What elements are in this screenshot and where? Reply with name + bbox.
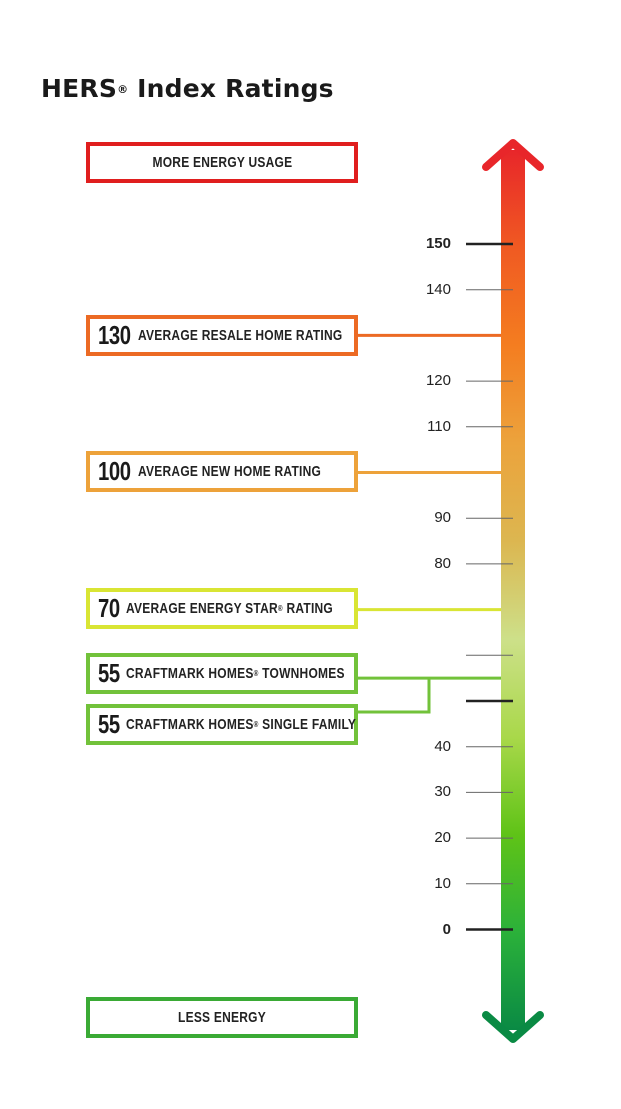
rating-label: AVERAGE RESALE HOME RATING [138, 327, 343, 344]
arrow-down-head [482, 1011, 544, 1043]
rating-box-average-resale-home: 130 AVERAGE RESALE HOME RATING [86, 315, 358, 356]
scale-tick-label: 90 [434, 509, 451, 527]
scale-tick-label: 110 [427, 417, 451, 435]
rating-label-rest: TOWNHOMES [258, 665, 345, 682]
connector-single-family [358, 678, 431, 714]
registered-mark: ® [253, 669, 259, 678]
rating-box-craftmark-single-family: 55 CRAFTMARK HOMES® SINGLE FAMILY [86, 704, 358, 745]
more-energy-usage-box: MORE ENERGY USAGE [86, 142, 358, 183]
rating-label-text: CRAFTMARK HOMES [125, 716, 254, 733]
more-energy-usage-label: MORE ENERGY USAGE [152, 154, 292, 171]
rating-label-text: CRAFTMARK HOMES [125, 665, 254, 682]
scale-tick-label: 30 [434, 783, 451, 801]
rating-label: AVERAGE NEW HOME RATING [138, 463, 322, 480]
rating-value: 55 [98, 709, 120, 739]
scale-tick-label: 120 [425, 372, 451, 390]
registered-mark: ® [277, 604, 283, 613]
title-registered-mark: ® [117, 83, 129, 96]
title-text: HERS [41, 74, 118, 103]
registered-mark: ® [253, 720, 259, 729]
rating-label-rest: RATING [282, 600, 333, 617]
rating-value: 55 [98, 658, 120, 688]
rating-label: CRAFTMARK HOMES® SINGLE FAMILY [126, 716, 356, 733]
less-energy-label: LESS ENERGY [178, 1009, 266, 1026]
scale-tick-label: 0 [442, 920, 451, 938]
rating-label: CRAFTMARK HOMES® TOWNHOMES [126, 665, 345, 682]
rating-label-rest: SINGLE FAMILY [258, 716, 357, 733]
scale-arrow-shaft [501, 150, 525, 1030]
page-title: HERS® Index Ratings [41, 74, 334, 103]
rating-box-average-new-home: 100 AVERAGE NEW HOME RATING [86, 451, 358, 492]
rating-box-average-energy-star: 70 AVERAGE ENERGY STAR® RATING [86, 588, 358, 629]
scale-tick-label: 140 [425, 280, 451, 298]
rating-label-text: AVERAGE ENERGY STAR [125, 600, 278, 617]
rating-label: AVERAGE ENERGY STAR® RATING [126, 600, 333, 617]
rating-value: 70 [98, 593, 120, 623]
scale-tick-label: 40 [434, 737, 451, 755]
less-energy-box: LESS ENERGY [86, 997, 358, 1038]
rating-value: 130 [98, 320, 131, 350]
rating-box-craftmark-townhomes: 55 CRAFTMARK HOMES® TOWNHOMES [86, 653, 358, 694]
rating-value: 100 [98, 456, 131, 486]
title-text-rest: Index Ratings [128, 74, 334, 103]
scale-tick-label: 150 [425, 235, 451, 252]
scale-tick-label: 10 [434, 874, 451, 892]
scale-tick-label: 20 [434, 829, 451, 847]
scale-tick-label: 80 [434, 554, 451, 572]
arrow-up-head [482, 139, 544, 171]
